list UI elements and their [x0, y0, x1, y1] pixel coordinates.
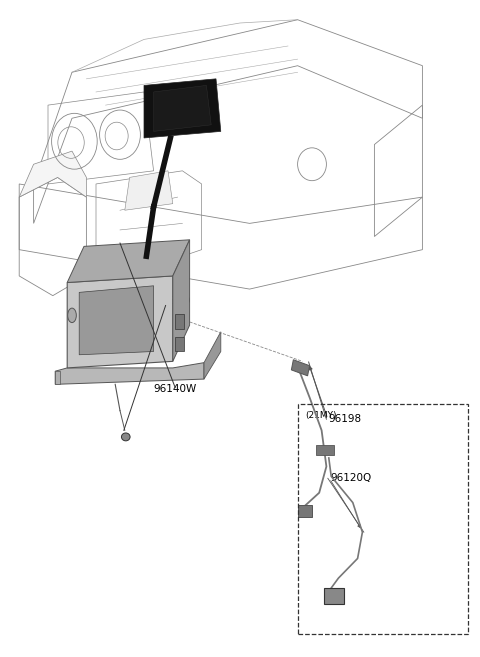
Bar: [316, 445, 334, 455]
Bar: [298, 404, 468, 634]
Bar: [298, 505, 312, 517]
Text: 1018AD: 1018AD: [150, 296, 191, 306]
Text: 96140W: 96140W: [154, 384, 197, 394]
Polygon shape: [55, 371, 60, 384]
Polygon shape: [125, 171, 173, 210]
Polygon shape: [173, 240, 190, 361]
Bar: [175, 314, 184, 328]
Bar: [324, 588, 344, 604]
Polygon shape: [55, 363, 204, 384]
Text: 96120Q: 96120Q: [330, 473, 372, 484]
Polygon shape: [19, 151, 86, 197]
Bar: [291, 360, 310, 376]
Ellipse shape: [121, 433, 130, 441]
Polygon shape: [144, 79, 221, 138]
Polygon shape: [204, 332, 221, 379]
Polygon shape: [154, 85, 211, 131]
Text: 96198: 96198: [329, 414, 362, 424]
Bar: [175, 337, 184, 351]
Ellipse shape: [68, 308, 76, 323]
Polygon shape: [79, 286, 154, 355]
Text: (21MY): (21MY): [305, 411, 336, 420]
Polygon shape: [67, 276, 173, 368]
Polygon shape: [67, 240, 190, 283]
